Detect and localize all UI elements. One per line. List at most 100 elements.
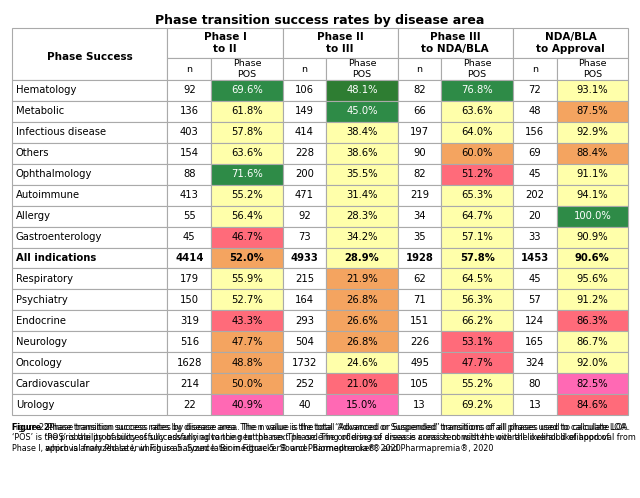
Text: Figure 2:: Figure 2: bbox=[12, 423, 52, 432]
Bar bbox=[12, 101, 168, 122]
Bar bbox=[557, 164, 628, 185]
Text: Phase I
to II: Phase I to II bbox=[204, 32, 246, 54]
Bar bbox=[168, 310, 211, 331]
Text: 219: 219 bbox=[410, 190, 429, 200]
Bar bbox=[326, 58, 397, 80]
Bar bbox=[513, 248, 557, 268]
Bar bbox=[211, 58, 283, 80]
Text: 43.3%: 43.3% bbox=[231, 316, 262, 326]
Text: 214: 214 bbox=[180, 378, 199, 388]
Text: Phase II
to III: Phase II to III bbox=[317, 32, 364, 54]
Bar bbox=[513, 58, 557, 80]
Bar bbox=[397, 101, 442, 122]
Text: 1928: 1928 bbox=[406, 253, 433, 263]
Bar bbox=[211, 289, 283, 310]
Bar bbox=[12, 331, 168, 352]
Text: 34: 34 bbox=[413, 211, 426, 221]
Text: 202: 202 bbox=[525, 190, 544, 200]
Bar bbox=[283, 185, 326, 206]
Text: Infectious disease: Infectious disease bbox=[16, 127, 106, 137]
Text: Endocrine: Endocrine bbox=[16, 316, 66, 326]
Text: 1732: 1732 bbox=[292, 358, 317, 368]
Bar bbox=[211, 352, 283, 373]
Text: 215: 215 bbox=[295, 274, 314, 284]
Bar bbox=[397, 28, 513, 58]
Bar bbox=[442, 143, 513, 164]
Text: 40: 40 bbox=[298, 399, 310, 409]
Text: 26.6%: 26.6% bbox=[346, 316, 378, 326]
Text: Hematology: Hematology bbox=[16, 86, 76, 96]
Bar bbox=[397, 310, 442, 331]
Bar bbox=[326, 289, 397, 310]
Text: 516: 516 bbox=[180, 337, 199, 347]
Bar bbox=[168, 206, 211, 227]
Text: 164: 164 bbox=[295, 295, 314, 305]
Bar bbox=[397, 394, 442, 415]
Text: 28.9%: 28.9% bbox=[345, 253, 380, 263]
Bar bbox=[283, 268, 326, 289]
Text: 24.6%: 24.6% bbox=[346, 358, 378, 368]
Bar bbox=[12, 373, 168, 394]
Bar bbox=[12, 80, 168, 101]
Text: 33: 33 bbox=[529, 232, 541, 242]
Bar bbox=[211, 248, 283, 268]
Text: Neurology: Neurology bbox=[16, 337, 67, 347]
Bar bbox=[326, 122, 397, 143]
Bar bbox=[513, 164, 557, 185]
Text: 1453: 1453 bbox=[521, 253, 548, 263]
Bar bbox=[12, 143, 168, 164]
Bar bbox=[168, 394, 211, 415]
Bar bbox=[283, 227, 326, 248]
Bar bbox=[513, 310, 557, 331]
Bar bbox=[12, 164, 168, 185]
Bar bbox=[557, 248, 628, 268]
Text: 92: 92 bbox=[298, 211, 311, 221]
Text: Phase
POS: Phase POS bbox=[463, 59, 492, 79]
Text: Psychiatry: Psychiatry bbox=[16, 295, 68, 305]
Text: n: n bbox=[186, 65, 192, 74]
Text: 21.0%: 21.0% bbox=[346, 378, 378, 388]
Bar bbox=[513, 373, 557, 394]
Text: 91.1%: 91.1% bbox=[577, 169, 608, 179]
Bar bbox=[326, 373, 397, 394]
Text: 197: 197 bbox=[410, 127, 429, 137]
Text: 403: 403 bbox=[180, 127, 198, 137]
Bar bbox=[168, 268, 211, 289]
Bar bbox=[283, 80, 326, 101]
Bar bbox=[211, 101, 283, 122]
Bar bbox=[557, 122, 628, 143]
Text: 4414: 4414 bbox=[175, 253, 204, 263]
Bar bbox=[397, 206, 442, 227]
Bar bbox=[283, 373, 326, 394]
Text: 63.6%: 63.6% bbox=[461, 107, 493, 117]
Text: Respiratory: Respiratory bbox=[16, 274, 73, 284]
Bar bbox=[168, 164, 211, 185]
Text: Phase transition success rates by disease area. The n value is the total ‘Advanc: Phase transition success rates by diseas… bbox=[45, 423, 628, 453]
Bar bbox=[326, 206, 397, 227]
Bar bbox=[397, 80, 442, 101]
Text: 228: 228 bbox=[295, 148, 314, 158]
Text: 47.7%: 47.7% bbox=[231, 337, 262, 347]
Text: 20: 20 bbox=[529, 211, 541, 221]
Text: 55.9%: 55.9% bbox=[231, 274, 263, 284]
Text: 92.9%: 92.9% bbox=[577, 127, 608, 137]
Bar bbox=[557, 331, 628, 352]
Bar bbox=[283, 289, 326, 310]
Bar bbox=[168, 80, 211, 101]
Bar bbox=[12, 227, 168, 248]
Bar bbox=[283, 331, 326, 352]
Bar bbox=[211, 310, 283, 331]
Bar bbox=[211, 80, 283, 101]
Bar bbox=[397, 373, 442, 394]
Text: 22: 22 bbox=[183, 399, 196, 409]
Text: 76.8%: 76.8% bbox=[461, 86, 493, 96]
Text: 86.3%: 86.3% bbox=[577, 316, 608, 326]
Bar bbox=[283, 58, 326, 80]
Bar bbox=[513, 268, 557, 289]
Text: 69: 69 bbox=[529, 148, 541, 158]
Text: 52.0%: 52.0% bbox=[230, 253, 264, 263]
Text: 71.6%: 71.6% bbox=[231, 169, 263, 179]
Text: 26.8%: 26.8% bbox=[346, 295, 378, 305]
Bar bbox=[211, 185, 283, 206]
Text: Figure 2: Phase transition success rates by disease area. The n value is the tot: Figure 2: Phase transition success rates… bbox=[12, 423, 636, 453]
